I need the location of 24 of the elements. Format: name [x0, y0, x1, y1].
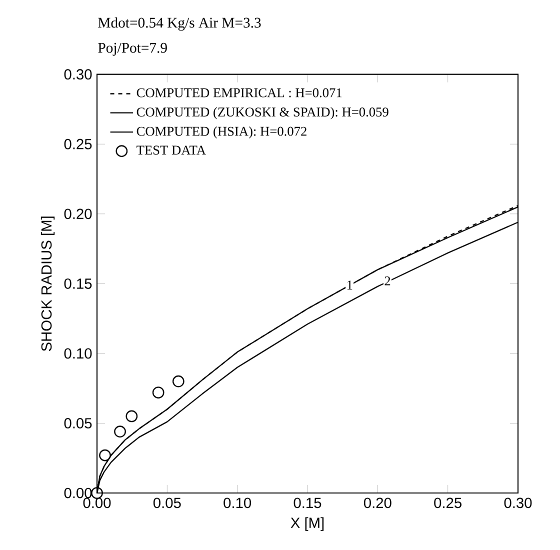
y-axis-title: SHOCK RADIUS [M] [40, 216, 55, 352]
legend-label: COMPUTED EMPIRICAL : H=0.071 [136, 88, 342, 98]
y-tick-label: 0.30 [64, 69, 92, 80]
y-tick-label: 0.15 [64, 278, 92, 289]
annotation: 1 [347, 280, 352, 290]
legend-label: COMPUTED (ZUKOSKI & SPAID): H=0.059 [136, 107, 388, 120]
x-tick-label: 0.00 [83, 498, 111, 508]
annotation: 2 [384, 276, 390, 286]
y-tick-label: 0.10 [64, 348, 92, 359]
y-tick-label: 0.05 [64, 418, 92, 428]
legend-label: TEST DATA [136, 146, 206, 155]
x-tick-label: 0.20 [364, 498, 392, 508]
legend-label: COMPUTED (HSIA): H=0.072 [136, 126, 306, 139]
x-axis-title: X [M] [290, 517, 324, 531]
chart-subtitle: Poj/Pot=7.9 [98, 42, 167, 56]
y-tick-label: 0.00 [64, 488, 92, 498]
chart-title: Mdot=0.54 Kg/s Air M=3.3 [98, 17, 261, 31]
x-tick-label: 0.15 [294, 498, 322, 508]
x-tick-label: 0.30 [504, 498, 532, 508]
y-tick-label: 0.25 [64, 138, 92, 150]
x-tick-label: 0.05 [153, 498, 181, 508]
y-tick-label: 0.20 [64, 208, 92, 220]
x-tick-label: 0.10 [224, 498, 252, 508]
x-tick-label: 0.25 [434, 498, 462, 508]
